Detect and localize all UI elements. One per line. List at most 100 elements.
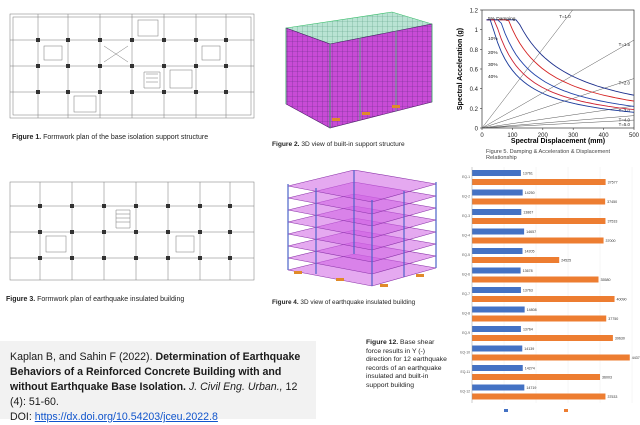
spectrum-x-tick-label: 400 [599,133,610,139]
spectrum-damping-label: 30% [488,62,498,68]
bar-value-label: 37577 [608,181,618,185]
figure4-3d-view [276,168,446,292]
spectrum-period-label: T=4.0 [619,118,631,123]
bar-value-label: 37450 [607,200,617,204]
citation-doi-link[interactable]: https://dx.doi.org/10.54203/jceu.2022.8 [34,411,218,423]
figure2-text: 3D view of built-in support structure [301,141,405,148]
figure5-text: Damping & Acceleration & Displacement Re… [486,149,611,162]
bar-orange [472,198,606,205]
bar-value-label: 14657 [526,230,536,234]
bar-blue [472,228,525,235]
spectrum-y-tick-label: 0.6 [470,68,479,74]
bar-category-label: EQ-12 [460,390,470,394]
figure3-caption: Figure 3. Formwork plan of earthquake in… [6,296,276,304]
bar-orange [472,354,630,361]
spectrum-damping-curve [486,19,635,102]
citation-text: Kaplan B, and Sahin F (2022). Determinat… [10,350,310,425]
bar-blue [472,326,521,332]
bar-orange [472,237,604,244]
spectrum-period-label: T=2.0 [619,81,631,86]
spectrum-damping-label: 40% [488,74,498,80]
bar-orange [472,335,613,341]
figure3-label: Figure 3. [6,296,36,303]
bar-value-label: 13867 [523,211,533,215]
bar-blue [472,287,521,293]
spectrum-damping-curve [486,19,635,96]
bar-category-label: EQ-2 [462,195,470,199]
bar-value-label: 14139 [524,347,534,351]
bar-category-label: EQ-8 [462,312,470,316]
spectrum-period-line [481,115,635,129]
spectrum-x-tick-label: 300 [568,133,579,139]
bar-category-label: EQ-10 [460,351,470,355]
bar-blue [472,189,523,196]
bar-value-label: 39630 [615,337,625,341]
bar-orange [472,315,607,322]
bar-orange [472,276,599,283]
citation-volume: 12 (4): 51-60. [10,381,298,408]
spectrum-y-tick-label: 1.2 [470,9,479,15]
figure4-label: Figure 4. [272,299,299,306]
spectrum-y-tick-label: 0.2 [470,107,479,113]
bar-orange [472,393,606,400]
bar-category-label: EQ-4 [462,234,470,238]
spectrum-damping-curve [486,19,635,111]
spectrum-x-tick-label: 100 [507,133,518,139]
spectrum-x-tick-label: 500 [629,133,640,139]
spectrum-period-line [481,39,635,129]
spectrum-y-tick-label: 0 [475,127,479,133]
bar-orange [472,296,615,302]
figure4-text: 3D view of earthquake insulated building [300,299,416,306]
bar-blue [472,248,523,254]
spectrum-y-tick-label: 1 [475,28,479,34]
bar-value-label: 14274 [525,367,535,371]
bar-category-label: EQ-6 [462,273,470,277]
spectrum-damping-curve [486,19,635,107]
spectrum-damping-curve [486,19,635,113]
figure5-caption: Figure 5. Damping & Acceleration & Displ… [486,149,640,162]
citation-title: Determination of Earthquake Behaviors of… [10,351,301,393]
figure12-bar-chart: EQ-1 EQ-2 EQ-3 EQ-4 EQ-5 EQ-6 EQ-7 EQ-8 EQ-9 EQ-1… [452,163,640,419]
bar-value-label: 14205 [525,250,535,254]
bar-blue [472,209,522,215]
bar-value-label: 37750 [608,317,618,321]
bar-orange [472,257,560,263]
figure12-label: Figure 12. [366,339,399,346]
spectrum-x-tick-label: 0 [480,133,484,139]
figure1-text: Formwork plan of the base isolation supp… [43,134,209,141]
bar-blue [472,345,523,352]
spectrum-period-label: T=5.0 [619,122,631,127]
bar-blue [472,365,523,371]
figure1-caption: Figure 1. Formwork plan of the base isol… [12,134,282,142]
bar-blue [472,267,521,274]
bar-value-label: 13763 [523,289,533,293]
bar-value-label: 14808 [527,308,537,312]
spectrum-y-tick-label: 0.8 [470,48,479,54]
bar-legend [504,409,568,412]
figure3-text: Formwork plan of earthquake insulated bu… [37,296,185,303]
bar-value-label: 35580 [601,278,611,282]
citation-authors: Kaplan B, and Sahin F (2022). [10,351,153,363]
bar-category-label: EQ-5 [462,253,470,257]
bar-value-label: 37000 [606,239,616,243]
citation-journal: J. Civil Eng. Urban., [188,381,283,393]
bar-value-label: 13764 [523,328,533,332]
bar-orange [472,374,601,380]
bar-orange [472,179,606,185]
bar-value-label: 36003 [602,376,612,380]
figure1-label: Figure 1. [12,134,42,141]
spectrum-damping-label: 5% Damping [488,16,516,22]
spectrum-period-label: T=1.5 [619,42,631,47]
bar-blue [472,306,525,313]
spectrum-x-tick-label: 200 [538,133,549,139]
bar-category-label: EQ-9 [462,331,470,335]
spectrum-plot-area [481,9,635,129]
bar-category-label: EQ-11 [460,370,470,374]
legend-swatch-orange [564,409,568,412]
bar-blue [472,384,525,391]
bar-category-label: EQ-3 [462,214,470,218]
bar-value-label: 40090 [617,298,627,302]
spectrum-period-line [481,9,573,129]
bar-value-label: 44373 [632,356,640,360]
spectrum-period-line [481,119,635,129]
